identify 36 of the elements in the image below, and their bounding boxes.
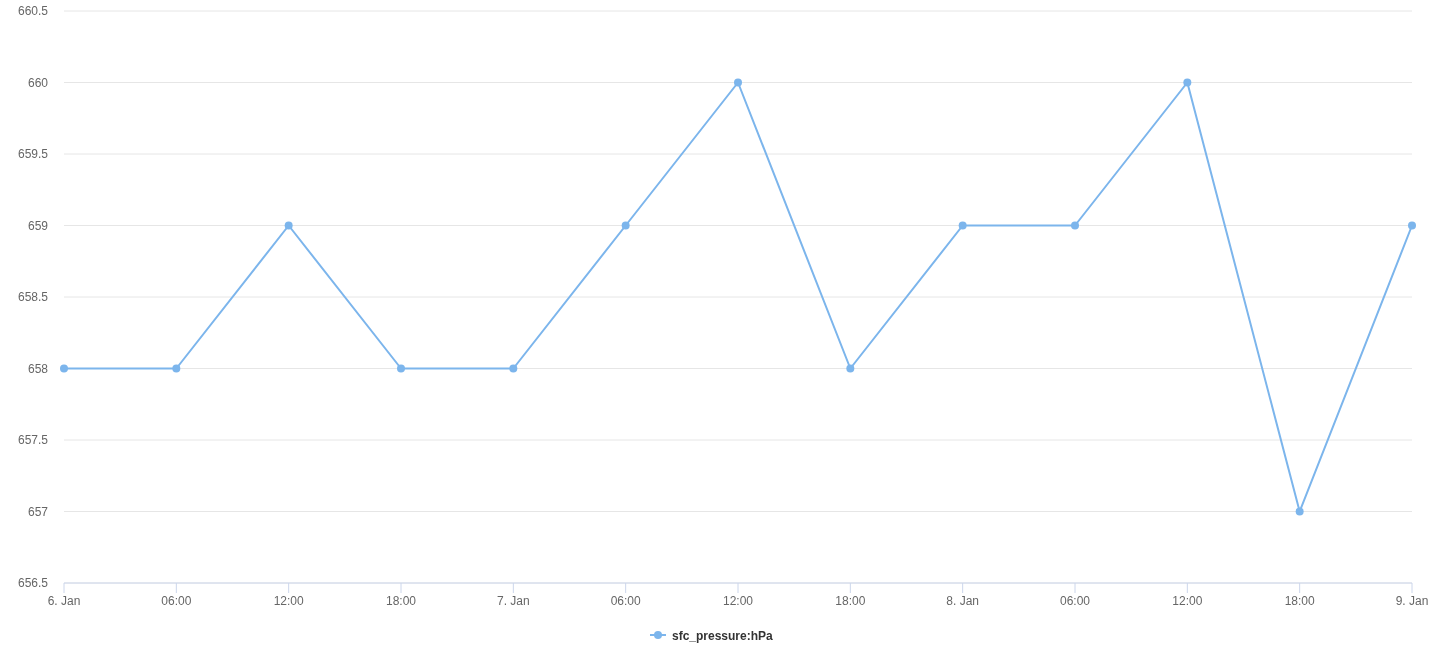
y-tick-label: 657.5 [17, 433, 49, 447]
x-tick-label: 18:00 [385, 594, 417, 608]
point [621, 221, 630, 230]
x-tick-label: 06:00 [610, 594, 642, 608]
y-tick-label: 658 [27, 361, 49, 376]
legend-label: sfc_pressure:hPa [672, 628, 774, 643]
x-tick-label: 7. Jan [496, 594, 530, 608]
x-tick-label: 9. Jan [1395, 594, 1429, 608]
point [1183, 78, 1192, 87]
y-tick-label: 657 [27, 504, 49, 519]
y-tick-label: 659 [27, 218, 49, 233]
point [60, 364, 68, 373]
x-tick-label: 18:00 [1284, 594, 1316, 608]
x-tick-label: 18:00 [835, 594, 866, 608]
x-tick-label: 8. Jan [946, 594, 980, 608]
y-tick-label: 659.5 [17, 147, 49, 161]
y-tick-label: 658.5 [17, 290, 49, 304]
point [397, 364, 405, 373]
x-tick-label: 12:00 [1172, 594, 1203, 608]
y-tick-label: 660.5 [17, 4, 49, 18]
point [734, 78, 742, 87]
x-tick-label: 6. Jan [47, 594, 81, 608]
point [846, 364, 855, 373]
x-tick-label: 06:00 [1059, 594, 1091, 608]
y-tick-label: 660 [27, 75, 49, 90]
y-tick-label: 656.5 [17, 576, 49, 590]
point [958, 221, 967, 230]
point [172, 364, 181, 373]
point [1071, 221, 1079, 230]
x-tick-label: 06:00 [161, 594, 192, 608]
x-tick-label: 12:00 [273, 594, 305, 608]
point [1408, 221, 1416, 230]
point [1295, 507, 1304, 516]
point [284, 221, 293, 230]
point [509, 364, 518, 373]
x-tick-label: 12:00 [722, 594, 754, 608]
